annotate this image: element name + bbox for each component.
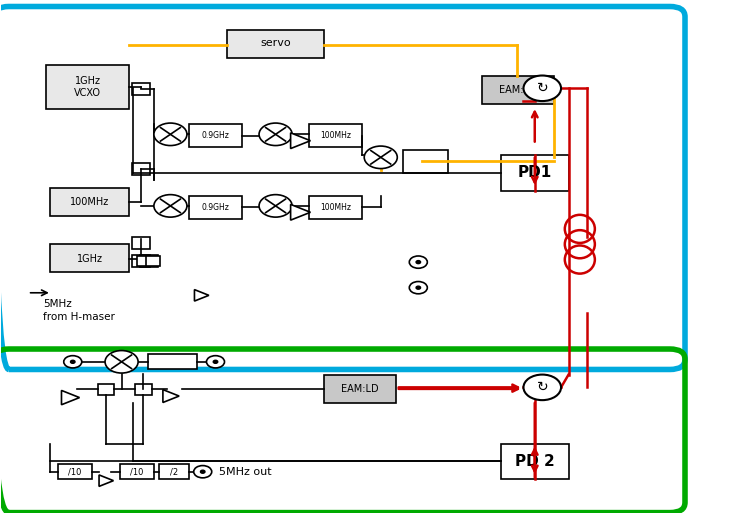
Text: PD1: PD1 <box>518 165 552 180</box>
Circle shape <box>416 261 421 264</box>
Polygon shape <box>290 205 311 220</box>
Text: ↻: ↻ <box>536 81 548 95</box>
Polygon shape <box>195 289 209 301</box>
Bar <box>501 444 569 480</box>
Text: EAM:LD: EAM:LD <box>499 85 537 95</box>
Circle shape <box>71 360 75 363</box>
Polygon shape <box>62 391 79 405</box>
Circle shape <box>523 375 561 400</box>
Text: 1GHz: 1GHz <box>77 253 103 264</box>
Bar <box>227 29 324 58</box>
Bar <box>132 255 150 267</box>
Text: 5MHz out: 5MHz out <box>219 467 272 476</box>
Bar <box>120 464 154 480</box>
Bar <box>139 255 158 267</box>
Circle shape <box>154 195 187 217</box>
Bar <box>58 464 91 480</box>
Text: /10: /10 <box>68 467 81 476</box>
Bar <box>482 76 553 104</box>
Bar <box>51 188 129 216</box>
Bar <box>146 256 160 266</box>
Text: EAM:LD: EAM:LD <box>342 384 379 394</box>
Bar <box>132 163 150 175</box>
Circle shape <box>364 146 397 169</box>
Bar <box>403 150 449 173</box>
Polygon shape <box>163 390 179 402</box>
Circle shape <box>409 282 428 294</box>
Text: /10: /10 <box>130 467 144 476</box>
Circle shape <box>207 356 225 368</box>
Circle shape <box>213 360 218 363</box>
Bar <box>148 354 197 370</box>
Bar <box>47 65 129 109</box>
Bar <box>132 83 150 96</box>
Bar <box>501 155 569 191</box>
Text: 0.9GHz: 0.9GHz <box>201 132 229 140</box>
Text: 100MHz: 100MHz <box>70 197 109 207</box>
Circle shape <box>194 466 212 478</box>
Text: 5MHz
from H-maser: 5MHz from H-maser <box>43 299 115 322</box>
Bar <box>309 196 362 218</box>
Circle shape <box>259 195 292 217</box>
Circle shape <box>154 123 187 145</box>
Polygon shape <box>290 133 311 149</box>
Bar <box>189 124 242 147</box>
Circle shape <box>409 256 428 268</box>
Text: 100MHz: 100MHz <box>320 203 351 212</box>
Circle shape <box>523 76 561 101</box>
Text: 100MHz: 100MHz <box>320 132 351 140</box>
Text: /2: /2 <box>170 467 178 476</box>
Text: ↻: ↻ <box>536 380 548 394</box>
Circle shape <box>64 356 81 368</box>
Circle shape <box>201 470 205 473</box>
Bar <box>189 196 242 218</box>
Circle shape <box>259 123 292 145</box>
Bar <box>324 375 396 402</box>
Circle shape <box>416 286 421 289</box>
Bar <box>132 236 150 249</box>
Bar <box>136 256 150 266</box>
Text: 0.9GHz: 0.9GHz <box>201 203 229 212</box>
Bar <box>97 384 114 395</box>
Bar <box>309 124 362 147</box>
Text: servo: servo <box>260 39 291 48</box>
Bar <box>135 384 152 395</box>
Polygon shape <box>99 475 113 486</box>
Bar <box>159 464 189 480</box>
Circle shape <box>105 351 138 373</box>
Bar <box>51 244 129 272</box>
Text: 1GHz
VCXO: 1GHz VCXO <box>75 76 101 98</box>
Text: PD 2: PD 2 <box>515 454 555 469</box>
